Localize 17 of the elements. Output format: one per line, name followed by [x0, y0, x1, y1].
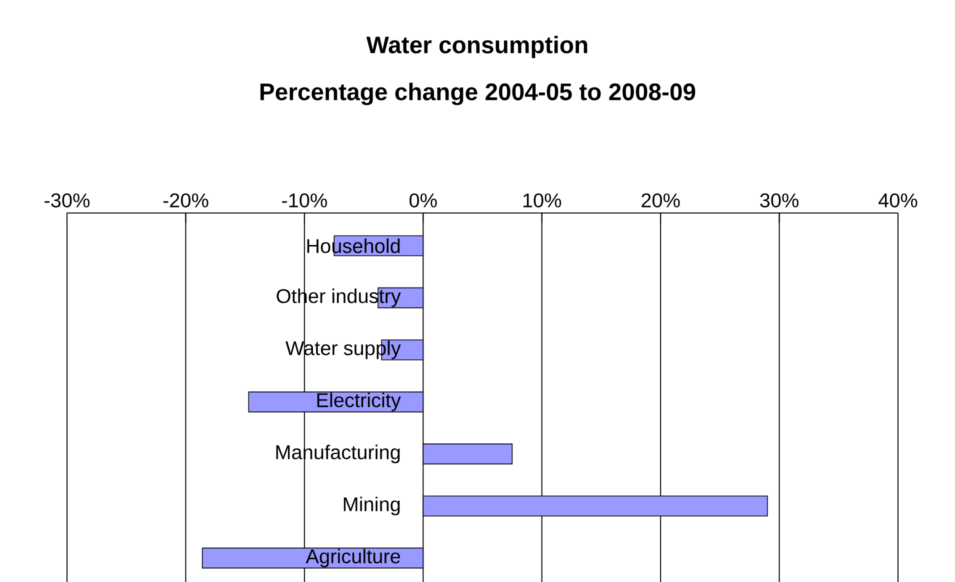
y-tick-label: Electricity	[317, 392, 401, 411]
x-tick-label: 30%	[760, 193, 799, 208]
bar	[248, 391, 424, 412]
bar	[422, 443, 513, 464]
x-tick-label: -10%	[282, 193, 327, 208]
chart-title: Water consumption	[366, 36, 588, 58]
x-tick-label: 0%	[410, 193, 437, 208]
x-tick-label: -30%	[44, 193, 90, 208]
y-tick-label: Agriculture	[306, 548, 400, 568]
chart-subtitle: Percentage change 2004-05 to 2008-09	[260, 82, 696, 105]
y-tick-label: Mining	[344, 496, 400, 516]
x-tick-label: 10%	[523, 193, 562, 208]
x-tick-label: 20%	[642, 193, 680, 208]
bar	[422, 495, 768, 516]
bar	[202, 547, 424, 568]
x-tick-label: 40%	[878, 193, 918, 208]
x-tick-label: -20%	[163, 193, 208, 208]
